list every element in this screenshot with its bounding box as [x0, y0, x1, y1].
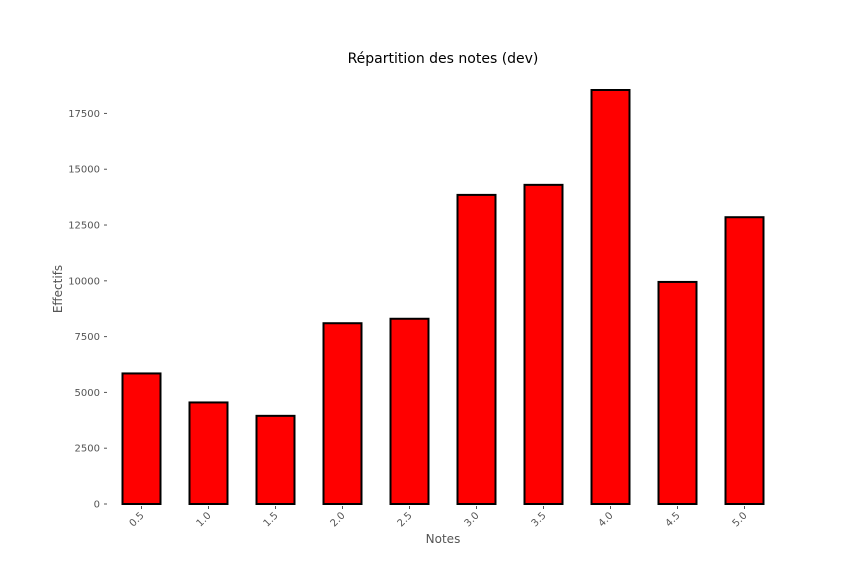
x-tick-label: 5.0 — [731, 510, 750, 529]
bar-3.0 — [456, 193, 497, 506]
bars-group — [121, 89, 765, 506]
y-tick-label: 5000 — [75, 388, 100, 399]
bar-4.0 — [590, 89, 631, 505]
chart-title: Répartition des notes (dev) — [348, 51, 539, 67]
y-tick-label: 2500 — [75, 444, 100, 455]
x-tick-label: 2.0 — [329, 510, 348, 529]
bar-2.0 — [322, 322, 363, 505]
y-tick-label: 15000 — [68, 165, 100, 176]
x-tick-label: 3.5 — [530, 510, 549, 529]
x-axis: 0.5 1.0 1.5 2.0 2.5 3.0 3.5 4.0 4.5 5.0 — [128, 506, 750, 529]
x-tick-label: 1.5 — [262, 510, 281, 529]
bar-3.5 — [523, 183, 564, 505]
y-tick-label: 12500 — [68, 221, 100, 232]
bar-1.0 — [188, 401, 229, 505]
x-tick-label: 3.0 — [463, 510, 482, 529]
bar-4.5 — [657, 280, 698, 505]
x-tick-label: 2.5 — [396, 510, 415, 529]
y-axis-label: Effectifs — [51, 265, 65, 313]
bar-2.5 — [389, 317, 430, 505]
y-axis: 0 2500 5000 7500 10000 12500 15000 17500 — [68, 109, 107, 511]
y-tick-label: 0 — [94, 500, 100, 511]
y-tick-label: 10000 — [68, 276, 100, 287]
x-tick-label: 4.0 — [597, 510, 616, 529]
y-tick-label: 17500 — [68, 109, 100, 120]
x-axis-label: Notes — [426, 532, 461, 546]
bar-5.0 — [724, 216, 765, 505]
y-tick-label: 7500 — [75, 332, 100, 343]
x-tick-label: 0.5 — [128, 510, 147, 529]
x-tick-label: 1.0 — [195, 510, 214, 529]
bar-1.5 — [255, 414, 296, 505]
bar-0.5 — [121, 372, 162, 506]
x-tick-label: 4.5 — [664, 510, 683, 529]
